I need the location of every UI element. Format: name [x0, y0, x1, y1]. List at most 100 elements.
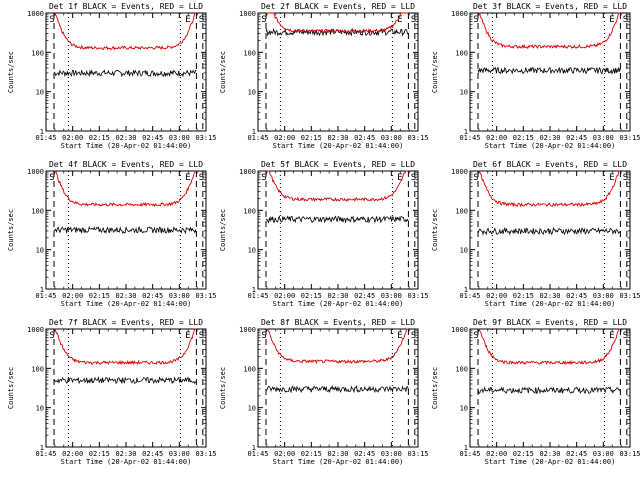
x-tick-label: 01:45 — [247, 292, 268, 300]
y-tick-label: 100 — [243, 207, 256, 215]
interval-marker-label: S — [411, 331, 416, 341]
lld-series-line — [266, 170, 409, 203]
y-tick-label: 1000 — [451, 326, 468, 334]
interval-marker-label: E — [397, 331, 402, 341]
x-tick-label: 01:45 — [35, 292, 56, 300]
interval-marker-label: E — [185, 331, 190, 341]
y-tick-label: 1000 — [239, 168, 256, 176]
x-tick-label: 02:30 — [539, 450, 560, 458]
x-tick-label: 03:00 — [593, 450, 614, 458]
events-series-line — [477, 226, 621, 236]
y-tick-label: 1000 — [239, 10, 256, 18]
y-axis-label: Counts/sec — [7, 51, 15, 93]
y-tick-label: 10 — [248, 405, 256, 413]
y-tick-label: 100 — [243, 365, 256, 373]
x-tick-label: 02:30 — [327, 292, 348, 300]
interval-marker-label: S — [199, 331, 204, 341]
events-series-line — [53, 225, 197, 235]
y-tick-label: 1 — [252, 128, 256, 136]
y-axis-label: Counts/sec — [7, 209, 15, 251]
y-tick-label: 10 — [36, 89, 44, 97]
x-tick-label: 03:15 — [407, 450, 428, 458]
y-tick-label: 1000 — [27, 326, 44, 334]
interval-marker-label: S — [49, 15, 54, 25]
x-tick-label: 02:45 — [566, 450, 587, 458]
x-tick-label: 02:45 — [142, 134, 163, 142]
lld-series-line — [478, 170, 621, 208]
interval-marker-label: S — [623, 15, 628, 25]
y-tick-label: 10 — [248, 89, 256, 97]
interval-marker-label: S — [473, 331, 478, 341]
y-tick-label: 100 — [243, 49, 256, 57]
x-tick-label: 02:30 — [115, 450, 136, 458]
interval-marker-label: S — [623, 331, 628, 341]
x-axis-label: Start Time (20-Apr-02 01:44:00) — [485, 458, 616, 466]
x-axis-label: Start Time (20-Apr-02 01:44:00) — [61, 142, 192, 150]
lld-series-line — [478, 12, 621, 50]
y-tick-label: 1 — [40, 286, 44, 294]
y-axis-label: Counts/sec — [219, 51, 227, 93]
x-tick-label: 02:30 — [539, 292, 560, 300]
x-tick-label: 02:45 — [354, 134, 375, 142]
x-tick-label: 02:15 — [513, 292, 534, 300]
x-tick-label: 03:15 — [195, 292, 216, 300]
plot-frame — [45, 328, 207, 448]
x-tick-label: 02:15 — [89, 450, 110, 458]
plot-frame — [469, 12, 631, 132]
y-tick-label: 100 — [31, 49, 44, 57]
x-tick-label: 03:00 — [593, 292, 614, 300]
x-tick-label: 01:45 — [35, 450, 56, 458]
x-tick-label: 03:00 — [381, 134, 402, 142]
x-tick-label: 02:15 — [301, 134, 322, 142]
x-tick-label: 02:00 — [62, 134, 83, 142]
interval-marker-label: E — [609, 173, 614, 183]
events-series-line — [477, 386, 621, 395]
panel-title: Det 9f BLACK = Events, RED = LLD — [473, 318, 627, 327]
x-tick-label: 03:00 — [381, 292, 402, 300]
y-axis-label: Counts/sec — [219, 209, 227, 251]
x-tick-label: 02:15 — [301, 292, 322, 300]
x-tick-label: 03:00 — [381, 450, 402, 458]
interval-marker-label: S — [473, 173, 478, 183]
events-series-line — [265, 215, 409, 224]
events-series-line — [53, 375, 197, 385]
plot-frame — [257, 170, 419, 290]
interval-marker-label: E — [609, 15, 614, 25]
y-tick-label: 10 — [460, 247, 468, 255]
x-tick-label: 01:45 — [35, 134, 56, 142]
panel-title: Det 4f BLACK = Events, RED = LLD — [49, 160, 203, 169]
y-tick-label: 1 — [464, 286, 468, 294]
x-axis-label: Start Time (20-Apr-02 01:44:00) — [273, 142, 404, 150]
y-axis-label: Counts/sec — [431, 367, 439, 409]
y-tick-label: 100 — [455, 49, 468, 57]
y-tick-label: 1 — [252, 286, 256, 294]
x-tick-label: 02:15 — [301, 450, 322, 458]
interval-marker-label: E — [397, 173, 402, 183]
x-tick-label: 03:00 — [593, 134, 614, 142]
x-tick-label: 02:15 — [513, 134, 534, 142]
x-tick-label: 02:45 — [354, 292, 375, 300]
panel-title: Det 8f BLACK = Events, RED = LLD — [261, 318, 415, 327]
x-tick-label: 02:15 — [89, 292, 110, 300]
y-tick-label: 100 — [31, 207, 44, 215]
y-tick-label: 100 — [455, 365, 468, 373]
lld-series-line — [54, 328, 197, 366]
y-tick-label: 1 — [40, 128, 44, 136]
y-tick-label: 1000 — [239, 326, 256, 334]
panel-title: Det 1f BLACK = Events, RED = LLD — [49, 2, 203, 11]
x-tick-label: 02:30 — [115, 292, 136, 300]
x-tick-label: 01:45 — [459, 450, 480, 458]
x-tick-label: 02:00 — [486, 450, 507, 458]
x-axis-label: Start Time (20-Apr-02 01:44:00) — [485, 300, 616, 308]
x-tick-label: 02:30 — [539, 134, 560, 142]
x-tick-label: 03:15 — [619, 134, 640, 142]
y-tick-label: 10 — [248, 247, 256, 255]
interval-marker-label: S — [49, 173, 54, 183]
y-axis-label: Counts/sec — [7, 367, 15, 409]
x-tick-label: 03:15 — [195, 134, 216, 142]
lld-series-line — [266, 328, 409, 365]
y-axis-label: Counts/sec — [431, 51, 439, 93]
interval-marker-label: S — [261, 173, 266, 183]
lld-series-line — [54, 170, 197, 207]
events-series-line — [477, 66, 621, 75]
